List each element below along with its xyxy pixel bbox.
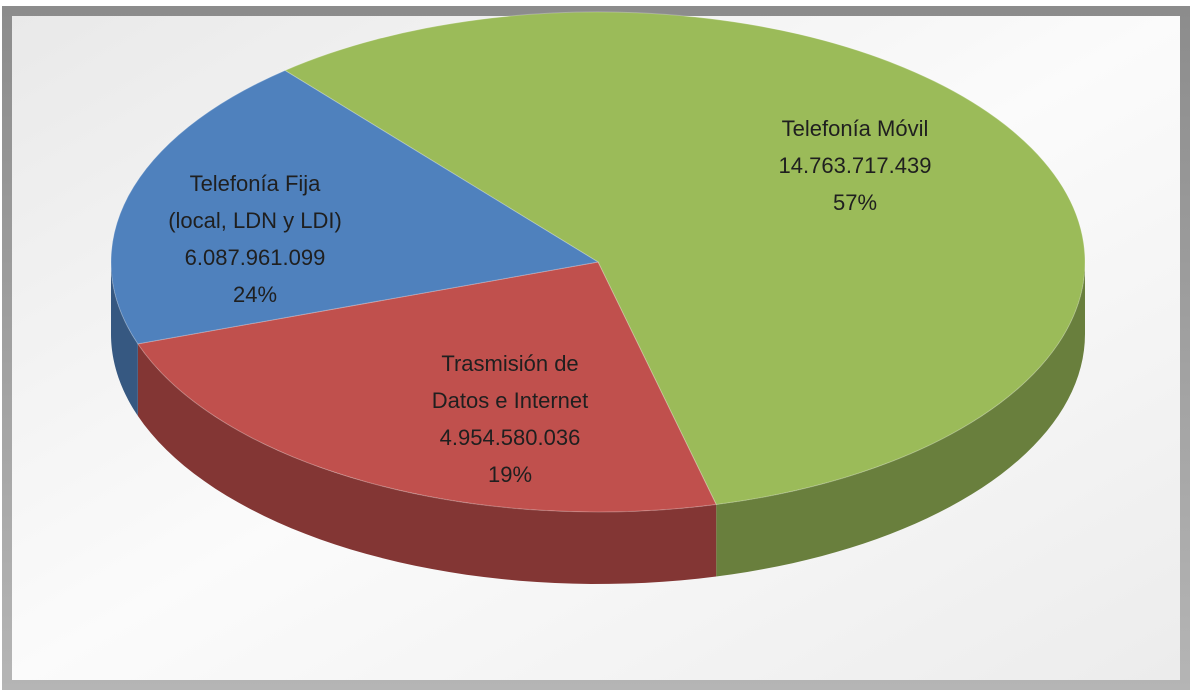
pie (110, 11, 1086, 584)
percent-label: 24% (233, 282, 277, 307)
slice-side (137, 343, 717, 584)
slice-label: Datos e Internet (432, 388, 589, 413)
slice-label: Trasmisión de (441, 351, 578, 376)
slice-label: (local, LDN y LDI) (168, 208, 342, 233)
slice-side (716, 262, 1085, 577)
percent-label: 57% (833, 190, 877, 215)
value-label: 14.763.717.439 (779, 153, 932, 178)
slice-label: Telefonía Fija (190, 171, 322, 196)
slice (110, 69, 600, 345)
slice (137, 261, 717, 513)
value-label: 4.954.580.036 (440, 425, 581, 450)
slice-label: Telefonía Móvil (782, 116, 929, 141)
slice (283, 11, 1086, 506)
percent-label: 19% (488, 462, 532, 487)
value-label: 6.087.961.099 (185, 245, 326, 270)
slice-side (111, 262, 138, 416)
